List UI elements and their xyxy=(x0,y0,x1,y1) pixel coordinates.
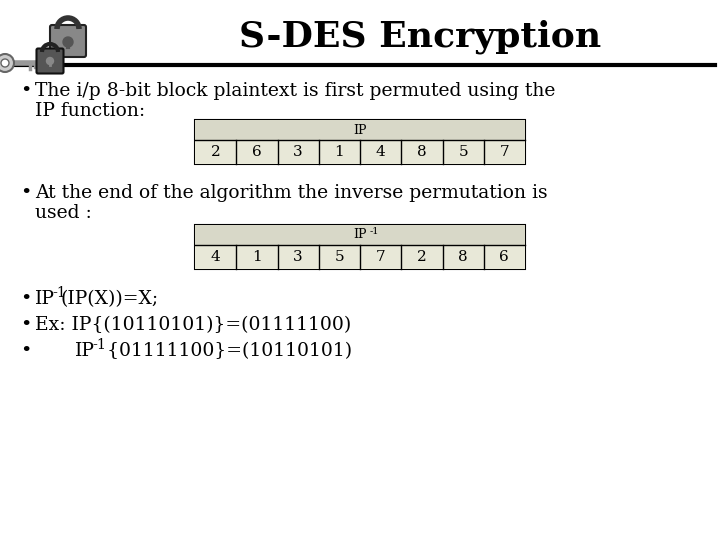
Text: 4: 4 xyxy=(376,145,385,159)
Text: •: • xyxy=(20,82,32,100)
Text: •: • xyxy=(20,342,32,360)
Text: IP: IP xyxy=(354,124,366,137)
Text: 1: 1 xyxy=(252,250,262,264)
Text: 3: 3 xyxy=(293,145,303,159)
Text: IP: IP xyxy=(35,290,55,308)
Text: 2: 2 xyxy=(211,145,220,159)
Text: -1: -1 xyxy=(92,338,106,352)
Text: 6: 6 xyxy=(252,145,262,159)
Text: 5: 5 xyxy=(335,250,344,264)
Bar xyxy=(195,225,525,245)
Text: IP: IP xyxy=(354,228,366,241)
Text: The i/p 8-bit block plaintext is first permuted using the: The i/p 8-bit block plaintext is first p… xyxy=(35,82,555,100)
Text: Ex: IP{(10110101)}=(01111100): Ex: IP{(10110101)}=(01111100) xyxy=(35,316,351,334)
Text: IP: IP xyxy=(75,342,95,360)
Text: used :: used : xyxy=(35,204,91,222)
Text: 8: 8 xyxy=(417,145,427,159)
Text: S-DES Encryption: S-DES Encryption xyxy=(239,20,601,54)
Text: At the end of the algorithm the inverse permutation is: At the end of the algorithm the inverse … xyxy=(35,184,548,202)
Text: 3: 3 xyxy=(293,250,303,264)
FancyBboxPatch shape xyxy=(50,25,86,57)
Text: 4: 4 xyxy=(211,250,220,264)
Text: -1: -1 xyxy=(52,286,66,300)
Text: 5: 5 xyxy=(459,145,468,159)
Text: 1: 1 xyxy=(335,145,344,159)
Bar xyxy=(195,120,525,164)
Text: (IP(X))=X;: (IP(X))=X; xyxy=(61,290,159,308)
Text: •: • xyxy=(20,184,32,202)
Circle shape xyxy=(63,37,73,47)
Bar xyxy=(195,225,525,269)
Circle shape xyxy=(47,57,53,64)
FancyBboxPatch shape xyxy=(37,49,63,73)
Text: 2: 2 xyxy=(417,250,427,264)
Bar xyxy=(195,245,525,269)
Text: •: • xyxy=(20,316,32,334)
Circle shape xyxy=(1,59,9,67)
Bar xyxy=(195,140,525,164)
Text: 6: 6 xyxy=(500,250,509,264)
Text: {01111100}=(10110101): {01111100}=(10110101) xyxy=(101,342,352,360)
Bar xyxy=(195,120,525,140)
Text: -1: -1 xyxy=(370,227,379,237)
Text: 7: 7 xyxy=(500,145,509,159)
Text: 8: 8 xyxy=(459,250,468,264)
Circle shape xyxy=(0,54,14,72)
Text: •: • xyxy=(20,290,32,308)
Text: 7: 7 xyxy=(376,250,385,264)
Text: IP function:: IP function: xyxy=(35,102,145,120)
